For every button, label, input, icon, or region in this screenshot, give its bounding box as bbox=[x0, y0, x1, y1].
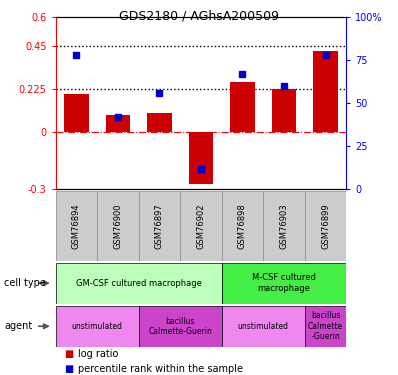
Text: unstimulated: unstimulated bbox=[238, 322, 289, 331]
FancyBboxPatch shape bbox=[139, 191, 180, 261]
Text: GM-CSF cultured macrophage: GM-CSF cultured macrophage bbox=[76, 279, 202, 288]
Text: bacillus
Calmette-Guerin: bacillus Calmette-Guerin bbox=[148, 316, 212, 336]
Text: log ratio: log ratio bbox=[78, 350, 118, 359]
FancyBboxPatch shape bbox=[56, 306, 139, 347]
FancyBboxPatch shape bbox=[139, 306, 222, 347]
Text: cell type: cell type bbox=[4, 278, 46, 288]
Text: unstimulated: unstimulated bbox=[72, 322, 123, 331]
Text: GSM76900: GSM76900 bbox=[113, 203, 123, 249]
FancyBboxPatch shape bbox=[56, 191, 97, 261]
Bar bbox=[147, 113, 172, 132]
FancyBboxPatch shape bbox=[222, 306, 305, 347]
Text: bacillus
Calmette
-Guerin: bacillus Calmette -Guerin bbox=[308, 311, 343, 341]
Text: GSM76902: GSM76902 bbox=[197, 203, 205, 249]
FancyBboxPatch shape bbox=[222, 262, 346, 304]
FancyBboxPatch shape bbox=[97, 191, 139, 261]
Text: GSM76898: GSM76898 bbox=[238, 203, 247, 249]
Bar bbox=[313, 51, 338, 132]
Text: GDS2180 / AGhsA200509: GDS2180 / AGhsA200509 bbox=[119, 9, 279, 22]
Bar bbox=[189, 132, 213, 184]
Text: percentile rank within the sample: percentile rank within the sample bbox=[78, 364, 243, 374]
Text: ■: ■ bbox=[64, 350, 73, 359]
Bar bbox=[105, 115, 131, 132]
Bar bbox=[64, 93, 89, 132]
FancyBboxPatch shape bbox=[263, 191, 305, 261]
Text: M-CSF cultured
macrophage: M-CSF cultured macrophage bbox=[252, 273, 316, 293]
Text: GSM76894: GSM76894 bbox=[72, 203, 81, 249]
FancyBboxPatch shape bbox=[305, 191, 346, 261]
Text: GSM76899: GSM76899 bbox=[321, 203, 330, 249]
FancyBboxPatch shape bbox=[180, 191, 222, 261]
Bar bbox=[271, 89, 297, 132]
Text: agent: agent bbox=[4, 321, 32, 331]
FancyBboxPatch shape bbox=[222, 191, 263, 261]
Bar bbox=[230, 82, 255, 132]
Text: GSM76897: GSM76897 bbox=[155, 203, 164, 249]
Text: GSM76903: GSM76903 bbox=[279, 203, 289, 249]
FancyBboxPatch shape bbox=[305, 306, 346, 347]
FancyBboxPatch shape bbox=[56, 262, 222, 304]
Text: ■: ■ bbox=[64, 364, 73, 374]
